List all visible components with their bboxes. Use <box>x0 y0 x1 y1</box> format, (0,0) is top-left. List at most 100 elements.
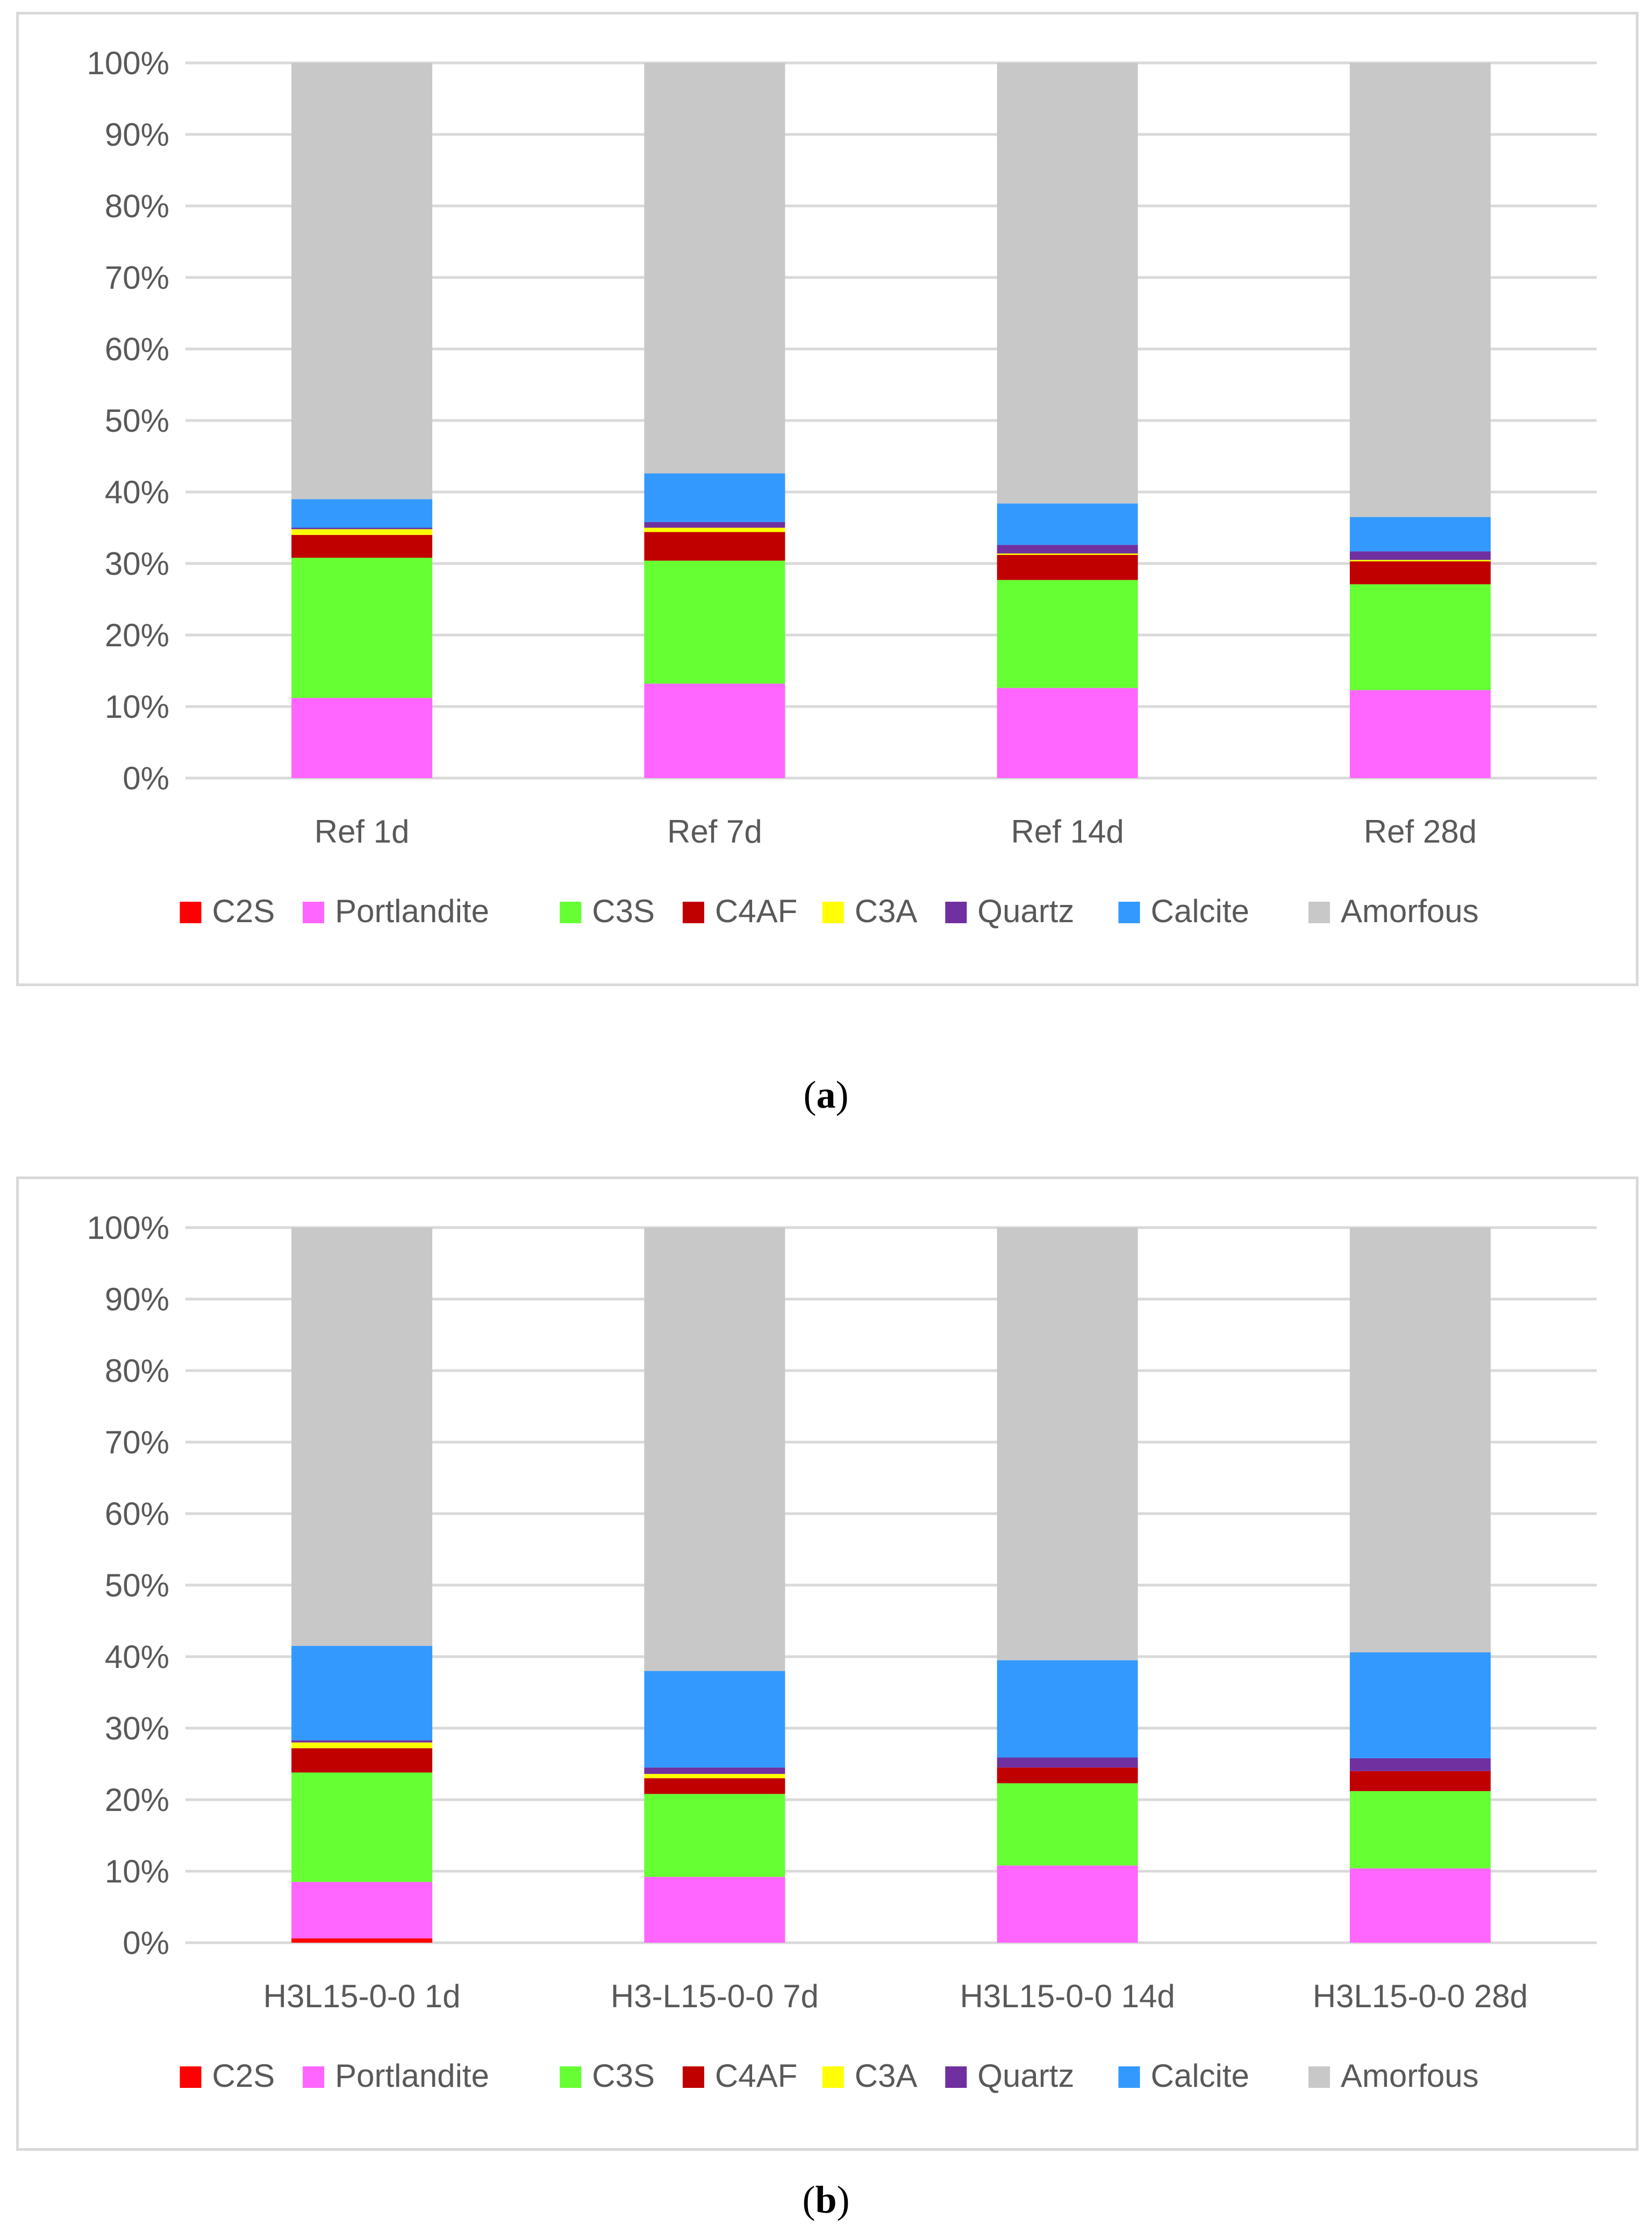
legend-swatch-c3a <box>822 902 844 923</box>
bar-segment-calcite <box>291 1646 433 1741</box>
bar-segment-quartz <box>291 527 433 530</box>
bar-segment-c3s <box>997 580 1138 688</box>
bar-segment-quartz <box>997 1757 1138 1768</box>
legend-swatch-calcite <box>1118 2066 1140 2088</box>
legend-label: C3A <box>855 2058 918 2094</box>
y-tick-label: 90% <box>105 117 169 153</box>
legend-swatch-c2s <box>180 902 202 923</box>
y-tick-label: 40% <box>105 474 169 510</box>
x-category-label: H3L15-0-0 1d <box>263 1978 461 2014</box>
legend-swatch-quartz <box>945 902 967 923</box>
bar-segment-quartz <box>1349 1758 1491 1771</box>
legend-swatch-calcite <box>1118 902 1140 923</box>
x-category-label: H3L15-0-0 28d <box>1313 1978 1528 2014</box>
legend-label: C2S <box>212 2058 275 2094</box>
legend-label: Quartz <box>977 893 1074 929</box>
bar-segment-quartz <box>644 1767 785 1774</box>
legend-swatch-amorfous <box>1308 2066 1330 2088</box>
stacked-bar-chart-b: 0% 10% 20% 30% 40% 50% 60% 70% 80% 90% 100% H3L15-0… <box>87 1210 1597 2094</box>
legend-label: C4AF <box>715 2058 797 2094</box>
bar-segment-amorfous <box>644 1228 785 1671</box>
legend-label: Calcite <box>1151 2058 1249 2094</box>
chart-panel-b: 0% 10% 20% 30% 40% 50% 60% 70% 80% 90% 100% H3L15-0… <box>16 1176 1639 2151</box>
bar-segment-portlandite <box>997 1865 1138 1943</box>
caption-b: (b) <box>802 2178 850 2221</box>
bar-segment-amorfous <box>644 63 785 474</box>
y-tick-label: 40% <box>105 1639 169 1675</box>
bar-segment-c3s <box>291 1772 433 1882</box>
bar-segment-c3a <box>1349 560 1491 562</box>
y-tick-label: 30% <box>105 546 169 582</box>
y-tick-label: 100% <box>87 1210 169 1246</box>
x-category-label: H3-L15-0-0 7d <box>611 1978 819 2014</box>
y-tick-label: 50% <box>105 1567 169 1603</box>
y-tick-label: 70% <box>105 260 169 296</box>
x-category-label: H3L15-0-0 14d <box>960 1978 1175 2014</box>
bar-segment-c4af <box>1349 561 1491 584</box>
bar-segment-quartz <box>1349 551 1491 560</box>
bar-segment-c4af <box>644 532 785 561</box>
bar-segment-c3a <box>291 529 433 535</box>
legend-label: Portlandite <box>335 893 489 929</box>
bar-segment-c3s <box>1349 584 1491 690</box>
bar-segment-c4af <box>997 555 1138 580</box>
bar-segment-calcite <box>644 1671 785 1768</box>
bar-segment-c3a <box>291 1742 433 1749</box>
caption-a: (a) <box>803 1073 849 1116</box>
bar-segment-c3s <box>644 1794 785 1877</box>
bar-segment-amorfous <box>997 1228 1138 1660</box>
bar-segment-c3a <box>997 553 1138 555</box>
bar-segment-portlandite <box>644 683 785 778</box>
y-tick-label: 20% <box>105 617 169 653</box>
legend-swatch-c2s <box>180 2066 202 2088</box>
y-tick-label: 50% <box>105 403 169 439</box>
bar-segment-portlandite <box>997 688 1138 778</box>
y-tick-label: 30% <box>105 1710 169 1746</box>
bar-segment-quartz <box>291 1740 433 1743</box>
y-tick-label: 20% <box>105 1782 169 1818</box>
x-category-label: Ref 14d <box>1011 814 1124 850</box>
y-tick-label: 10% <box>105 689 169 725</box>
bar-segment-c4af <box>291 1748 433 1773</box>
bar-segment-c3a <box>644 527 785 532</box>
bar-segment-c3s <box>644 560 785 684</box>
x-category-label: Ref 28d <box>1364 814 1477 850</box>
bar-segment-c4af <box>1349 1771 1491 1792</box>
y-tick-label: 80% <box>105 1353 169 1389</box>
bar-segment-calcite <box>1349 517 1491 552</box>
bar-segment-amorfous <box>1349 1228 1491 1653</box>
legend-swatch-portlandite <box>303 2066 325 2088</box>
bar-segment-calcite <box>1349 1652 1491 1758</box>
bar-segment-amorfous <box>1349 63 1491 517</box>
legend: C2S Portlandite C3S C4AF C3A Quartz Calcite Amo… <box>180 893 1479 929</box>
bar-segment-c2s <box>291 1938 433 1943</box>
legend-label: C4AF <box>715 893 797 929</box>
bar-segment-c3s <box>291 558 433 698</box>
legend-label: Calcite <box>1151 893 1249 929</box>
legend-label: C2S <box>212 893 275 929</box>
y-tick-label: 90% <box>105 1281 169 1317</box>
bar-segment-c4af <box>644 1778 785 1794</box>
bar-segment-portlandite <box>1349 690 1491 778</box>
bar-segment-amorfous <box>291 63 433 500</box>
legend-swatch-c3s <box>560 2066 582 2088</box>
bar-segment-amorfous <box>291 1228 433 1646</box>
legend-swatch-amorfous <box>1308 902 1330 923</box>
bar-segment-calcite <box>997 1660 1138 1758</box>
legend-label: Amorfous <box>1341 2058 1479 2094</box>
y-tick-label: 60% <box>105 1496 169 1532</box>
bar-segment-portlandite <box>291 698 433 778</box>
y-tick-label: 0% <box>123 760 169 796</box>
legend-swatch-c3s <box>560 902 582 923</box>
stacked-bar-chart-a: 0% 10% 20% 30% 40% 50% 60% 70% 80% 90% 100% Ref 1d R… <box>87 45 1597 929</box>
y-tick-label: 70% <box>105 1424 169 1460</box>
legend-swatch-quartz <box>945 2066 967 2088</box>
x-category-label: Ref 1d <box>314 814 410 850</box>
bar-segment-portlandite <box>291 1881 433 1939</box>
bar-segment-c4af <box>291 534 433 558</box>
bar-segment-quartz <box>997 545 1138 554</box>
bar-segment-calcite <box>644 473 785 522</box>
legend-swatch-c4af <box>682 902 704 923</box>
legend-label: C3S <box>592 2058 655 2094</box>
y-tick-label: 0% <box>123 1925 169 1961</box>
